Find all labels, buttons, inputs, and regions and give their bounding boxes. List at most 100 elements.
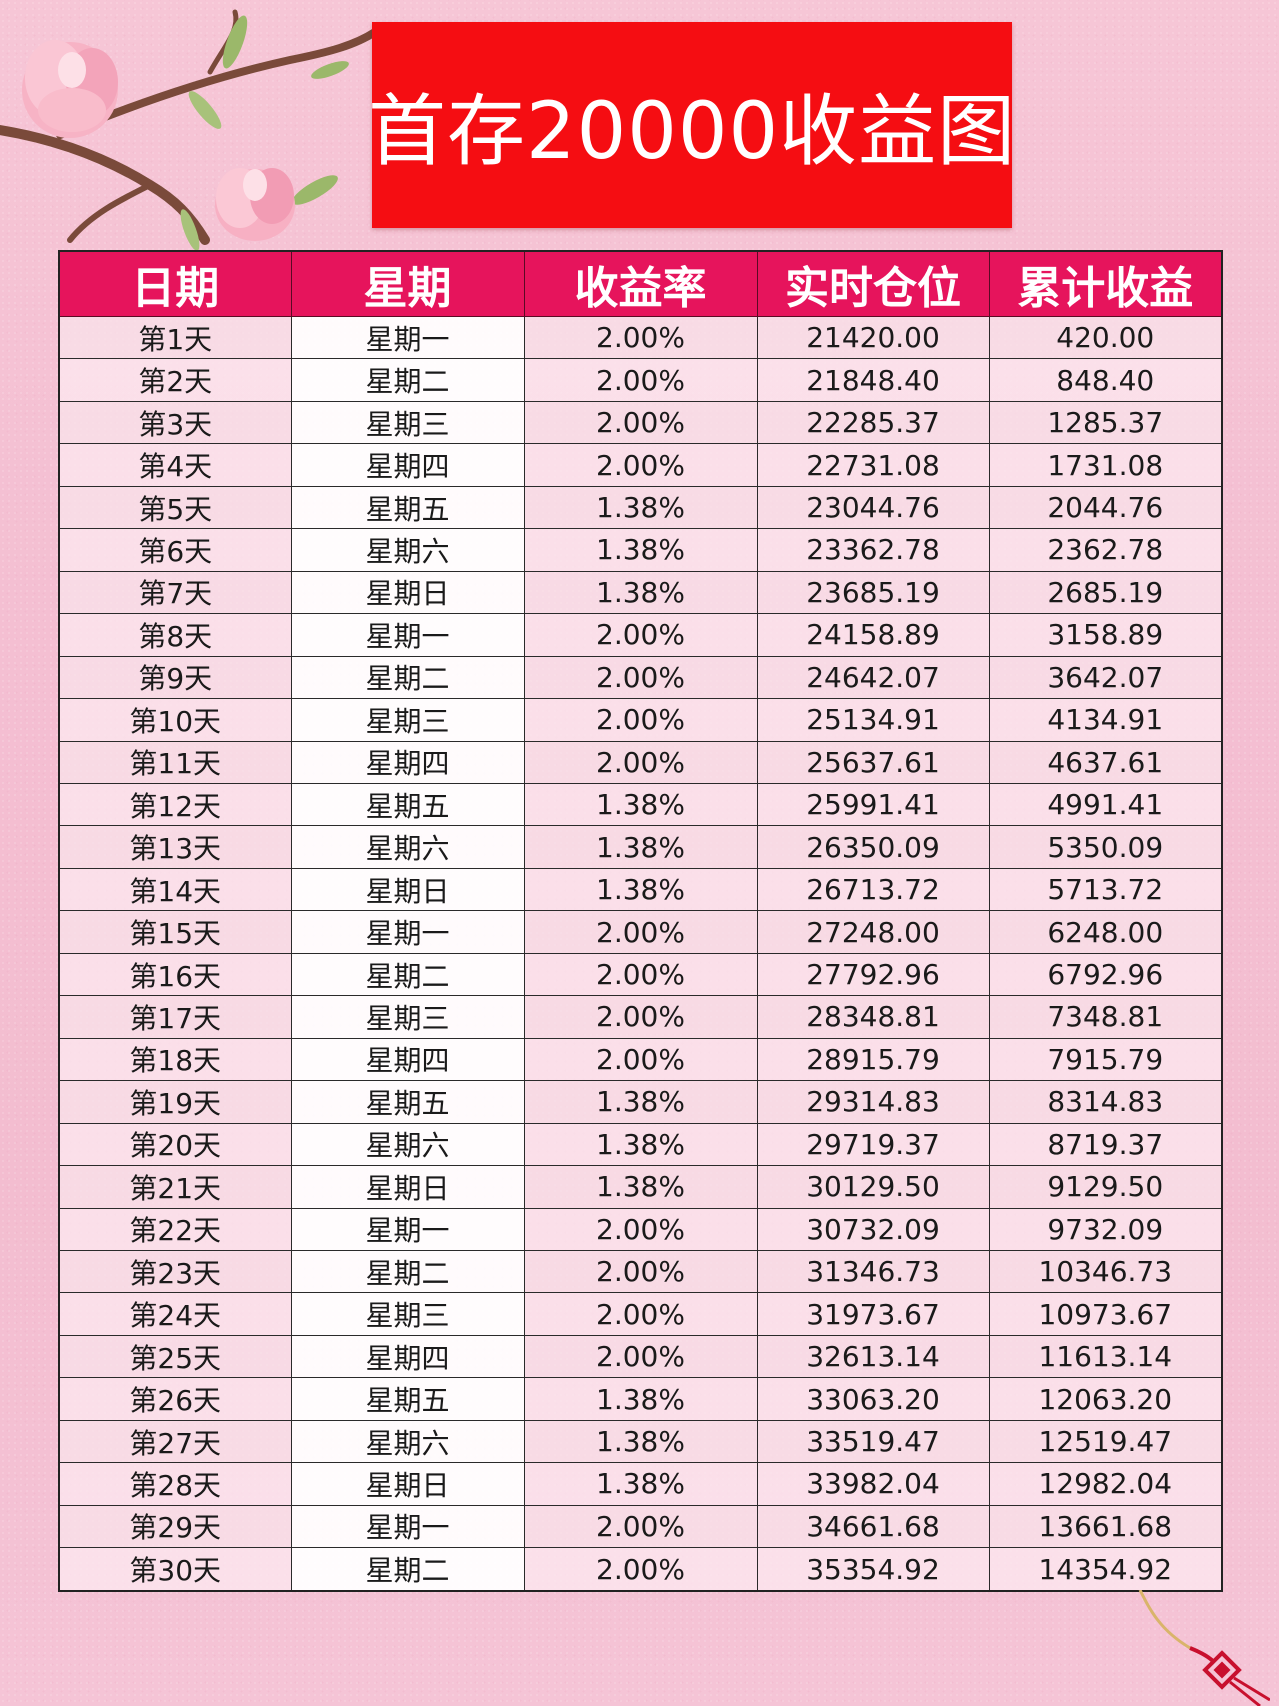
table-row: 第25天 星期四 2.00% 32613.14 11613.14 xyxy=(58,1334,1223,1379)
yield-rate-cell: 2.00% xyxy=(523,740,758,784)
weekday-cell: 星期四 xyxy=(290,1334,525,1379)
column-header-date: 日期 xyxy=(58,250,292,317)
position-cell: 23362.78 xyxy=(756,528,990,572)
cumulative-earnings-cell: 3158.89 xyxy=(988,613,1223,657)
cumulative-earnings-cell: 8314.83 xyxy=(988,1080,1223,1124)
table-row: 第16天 星期二 2.00% 27792.96 6792.96 xyxy=(58,952,1223,997)
cumulative-earnings-cell: 12519.47 xyxy=(988,1419,1223,1464)
table-row: 第2天 星期二 2.00% 21848.40 848.40 xyxy=(58,358,1223,402)
table-row: 第14天 星期日 1.38% 26713.72 5713.72 xyxy=(58,867,1223,912)
yield-rate-cell: 2.00% xyxy=(523,1037,758,1082)
position-cell: 23044.76 xyxy=(756,485,990,530)
cumulative-earnings-cell: 10346.73 xyxy=(988,1249,1223,1294)
cumulative-earnings-cell: 1731.08 xyxy=(988,443,1223,487)
day-cell: 第13天 xyxy=(58,825,292,869)
yield-rate-cell: 2.00% xyxy=(523,1547,758,1592)
table-row: 第3天 星期三 2.00% 22285.37 1285.37 xyxy=(58,400,1223,445)
yield-rate-cell: 2.00% xyxy=(523,952,758,997)
table-row: 第8天 星期一 2.00% 24158.89 3158.89 xyxy=(58,613,1223,657)
day-cell: 第18天 xyxy=(58,1037,292,1082)
yield-rate-cell: 2.00% xyxy=(523,1292,758,1336)
position-cell: 31346.73 xyxy=(756,1249,990,1294)
day-cell: 第4天 xyxy=(58,443,292,487)
day-cell: 第22天 xyxy=(58,1207,292,1251)
table-row: 第20天 星期六 1.38% 29719.37 8719.37 xyxy=(58,1122,1223,1167)
position-cell: 25134.91 xyxy=(756,698,990,742)
cumulative-earnings-cell: 5713.72 xyxy=(988,867,1223,912)
weekday-cell: 星期三 xyxy=(290,995,525,1039)
weekday-cell: 星期三 xyxy=(290,400,525,445)
weekday-cell: 星期五 xyxy=(290,1080,525,1124)
position-cell: 24642.07 xyxy=(756,655,990,700)
position-cell: 34661.68 xyxy=(756,1504,990,1549)
cumulative-earnings-cell: 3642.07 xyxy=(988,655,1223,700)
table-row: 第28天 星期日 1.38% 33982.04 12982.04 xyxy=(58,1462,1223,1506)
yield-rate-cell: 2.00% xyxy=(523,655,758,700)
cumulative-earnings-cell: 13661.68 xyxy=(988,1504,1223,1549)
position-cell: 28348.81 xyxy=(756,995,990,1039)
position-cell: 30129.50 xyxy=(756,1165,990,1209)
position-cell: 25637.61 xyxy=(756,740,990,784)
table-row: 第27天 星期六 1.38% 33519.47 12519.47 xyxy=(58,1419,1223,1464)
cumulative-earnings-cell: 10973.67 xyxy=(988,1292,1223,1336)
yield-rate-cell: 1.38% xyxy=(523,485,758,530)
cumulative-earnings-cell: 12982.04 xyxy=(988,1462,1223,1506)
day-cell: 第30天 xyxy=(58,1547,292,1592)
position-cell: 29719.37 xyxy=(756,1122,990,1167)
yield-rate-cell: 2.00% xyxy=(523,1207,758,1251)
weekday-cell: 星期六 xyxy=(290,825,525,869)
position-cell: 26350.09 xyxy=(756,825,990,869)
weekday-cell: 星期二 xyxy=(290,952,525,997)
weekday-cell: 星期日 xyxy=(290,1165,525,1209)
position-cell: 27248.00 xyxy=(756,910,990,954)
yield-rate-cell: 1.38% xyxy=(523,528,758,572)
weekday-cell: 星期五 xyxy=(290,1377,525,1421)
weekday-cell: 星期一 xyxy=(290,1504,525,1549)
earnings-table: 日期 星期 收益率 实时仓位 累计收益 第1天 星期一 2.00% 21420.00 4… xyxy=(58,250,1223,1592)
table-header-row: 日期 星期 收益率 实时仓位 累计收益 xyxy=(58,250,1223,317)
column-header-weekday: 星期 xyxy=(290,250,525,317)
cumulative-earnings-cell: 1285.37 xyxy=(988,400,1223,445)
day-cell: 第16天 xyxy=(58,952,292,997)
position-cell: 25991.41 xyxy=(756,782,990,827)
table-body: 第1天 星期一 2.00% 21420.00 420.00 第2天 星期二 2.00% 2184… xyxy=(58,315,1223,1592)
day-cell: 第24天 xyxy=(58,1292,292,1336)
weekday-cell: 星期二 xyxy=(290,655,525,700)
yield-rate-cell: 1.38% xyxy=(523,1165,758,1209)
weekday-cell: 星期五 xyxy=(290,485,525,530)
weekday-cell: 星期日 xyxy=(290,570,525,615)
table-row: 第29天 星期一 2.00% 34661.68 13661.68 xyxy=(58,1504,1223,1549)
day-cell: 第1天 xyxy=(58,315,292,360)
table-row: 第4天 星期四 2.00% 22731.08 1731.08 xyxy=(58,443,1223,487)
cumulative-earnings-cell: 6248.00 xyxy=(988,910,1223,954)
cumulative-earnings-cell: 4637.61 xyxy=(988,740,1223,784)
day-cell: 第21天 xyxy=(58,1165,292,1209)
position-cell: 28915.79 xyxy=(756,1037,990,1082)
cumulative-earnings-cell: 8719.37 xyxy=(988,1122,1223,1167)
day-cell: 第27天 xyxy=(58,1419,292,1464)
day-cell: 第3天 xyxy=(58,400,292,445)
day-cell: 第17天 xyxy=(58,995,292,1039)
position-cell: 27792.96 xyxy=(756,952,990,997)
day-cell: 第5天 xyxy=(58,485,292,530)
cumulative-earnings-cell: 9732.09 xyxy=(988,1207,1223,1251)
position-cell: 35354.92 xyxy=(756,1547,990,1592)
day-cell: 第25天 xyxy=(58,1334,292,1379)
weekday-cell: 星期四 xyxy=(290,443,525,487)
yield-rate-cell: 1.38% xyxy=(523,1462,758,1506)
position-cell: 22731.08 xyxy=(756,443,990,487)
weekday-cell: 星期一 xyxy=(290,315,525,360)
position-cell: 33519.47 xyxy=(756,1419,990,1464)
day-cell: 第15天 xyxy=(58,910,292,954)
weekday-cell: 星期六 xyxy=(290,1419,525,1464)
position-cell: 33063.20 xyxy=(756,1377,990,1421)
cumulative-earnings-cell: 6792.96 xyxy=(988,952,1223,997)
table-row: 第12天 星期五 1.38% 25991.41 4991.41 xyxy=(58,782,1223,827)
table-row: 第7天 星期日 1.38% 23685.19 2685.19 xyxy=(58,570,1223,615)
day-cell: 第29天 xyxy=(58,1504,292,1549)
cumulative-earnings-cell: 4134.91 xyxy=(988,698,1223,742)
yield-rate-cell: 2.00% xyxy=(523,613,758,657)
weekday-cell: 星期三 xyxy=(290,698,525,742)
yield-rate-cell: 2.00% xyxy=(523,315,758,360)
day-cell: 第19天 xyxy=(58,1080,292,1124)
